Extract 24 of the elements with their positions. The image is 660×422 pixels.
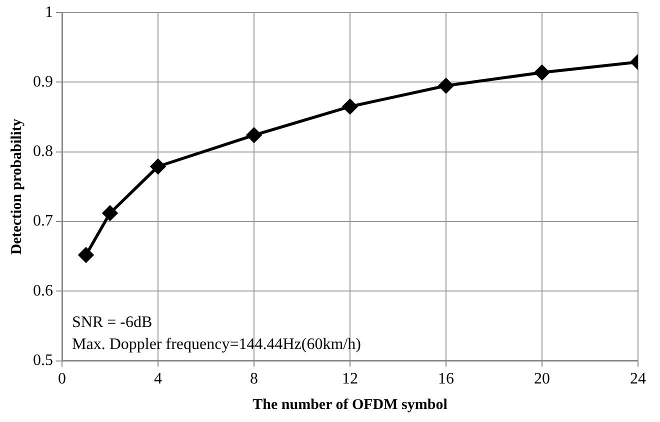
- x-tick-label: 16: [438, 370, 454, 388]
- y-tick-label: 0.8: [33, 143, 53, 160]
- annotation: Max. Doppler frequency=144.44Hz(60km/h): [72, 336, 361, 353]
- y-tick-label: 0.7: [33, 212, 53, 230]
- point: [534, 64, 550, 80]
- x-tick-label: 24: [630, 370, 646, 388]
- point: [246, 128, 262, 143]
- y-tick-label: 0.5: [33, 352, 53, 370]
- point: [102, 206, 118, 221]
- x-tick-label: 0: [58, 370, 66, 388]
- x-tick-label: 12: [342, 370, 358, 388]
- point: [438, 78, 454, 94]
- annotation: SNR = -6dB: [72, 314, 152, 331]
- y-tick-label: 1: [45, 4, 53, 21]
- x-tick-label: 20: [534, 370, 550, 388]
- x-tick-label: 4: [154, 370, 162, 388]
- y-axis-title: Detection probability: [8, 118, 25, 255]
- point: [78, 247, 94, 262]
- x-axis-title: The number of OFDM symbol: [252, 396, 448, 413]
- y-tick-label: 0.6: [33, 282, 53, 300]
- point: [150, 159, 166, 174]
- point: [342, 99, 358, 114]
- y-tick-label: 0.9: [33, 73, 53, 90]
- x-tick-label: 8: [250, 370, 258, 388]
